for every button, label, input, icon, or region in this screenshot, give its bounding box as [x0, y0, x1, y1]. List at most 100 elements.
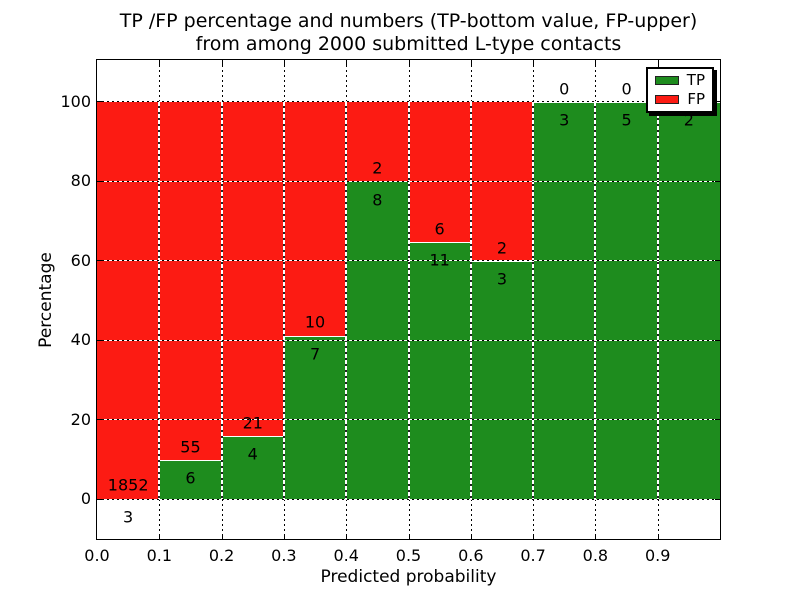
tp-count-label: 2 [683, 110, 694, 130]
x-tick-top [533, 60, 535, 65]
y-tick-label: 20 [70, 409, 91, 429]
grid-vline-top [408, 60, 410, 102]
x-tick-bottom [533, 534, 535, 539]
chart-title: TP /FP percentage and numbers (TP-bottom… [96, 10, 721, 56]
grid-vline-top [533, 60, 535, 102]
grid-vline-bottom [657, 499, 659, 539]
chart-title-line2: from among 2000 submitted L-type contact… [195, 33, 622, 55]
legend-swatch-tp-icon [655, 76, 679, 85]
fp-count-label: 0 [621, 79, 632, 99]
grid-vline-bottom [346, 499, 348, 539]
bar-fp-segment [159, 101, 222, 461]
grid-vline-bottom [408, 499, 410, 539]
tp-count-label: 3 [559, 110, 570, 130]
grid-hline [97, 260, 720, 262]
fp-count-label: 55 [180, 437, 201, 457]
y-tick-left [97, 180, 102, 182]
x-tick-top [221, 60, 223, 65]
y-tick-left [97, 498, 102, 500]
grid-vline-top [346, 60, 348, 102]
grid-vline-top [221, 60, 223, 102]
x-tick-top [470, 60, 472, 65]
bar-tp-segment [283, 335, 347, 500]
grid-hline [97, 101, 720, 103]
grid-vline-top [595, 60, 597, 102]
chart-title-line1: TP /FP percentage and numbers (TP-bottom… [119, 10, 698, 32]
y-tick-right [715, 419, 720, 421]
y-tick-right [715, 180, 720, 182]
x-tick-top [595, 60, 597, 65]
x-tick-bottom [408, 534, 410, 539]
x-tick-bottom [159, 534, 161, 539]
tp-count-label: 3 [123, 507, 134, 527]
x-tick-top [346, 60, 348, 65]
grid-vline-bottom [221, 499, 223, 539]
bar-fp-segment [408, 101, 471, 243]
bar-edge-vline [532, 101, 535, 500]
legend-item-tp: TP [655, 73, 705, 88]
bar-tp-segment [408, 242, 471, 500]
x-tick-label: 0.2 [208, 546, 235, 565]
y-tick-right [715, 260, 720, 262]
y-tick-label: 60 [70, 250, 91, 270]
tp-count-label: 3 [496, 269, 508, 289]
x-tick-top [159, 60, 161, 65]
bar-tp-segment [470, 260, 534, 500]
bar-edge-vline [345, 101, 348, 500]
grid-vline-bottom [595, 499, 597, 539]
y-tick-label: 80 [70, 171, 91, 191]
y-tick-left [97, 260, 102, 262]
grid-vline-bottom [159, 499, 161, 539]
fp-count-label: 21 [242, 413, 263, 433]
y-tick-label: 40 [70, 330, 91, 350]
grid-vline-bottom [283, 499, 285, 539]
bar-edge-vline [282, 101, 285, 500]
tp-count-label: 4 [247, 444, 258, 464]
tp-count-label: 8 [372, 190, 383, 210]
tp-count-label: 7 [309, 344, 321, 364]
bar-tp-segment [595, 101, 658, 500]
bar-tp-segment [657, 101, 720, 500]
bar-fp-segment [283, 101, 347, 336]
legend-label-fp: FP [687, 90, 705, 108]
bar-tp-segment [159, 460, 222, 500]
y-tick-label: 0 [80, 489, 91, 509]
x-tick-label: 0.8 [582, 546, 609, 565]
tp-count-label: 6 [185, 468, 196, 488]
bar-fp-segment [97, 101, 160, 499]
grid-vline-top [159, 60, 161, 102]
x-tick-top [283, 60, 285, 65]
grid-hline [97, 419, 720, 421]
legend-label-tp: TP [686, 71, 705, 89]
x-tick-label: 0.4 [333, 546, 359, 565]
y-tick-left [97, 419, 102, 421]
fp-count-label: 2 [496, 238, 508, 258]
grid-vline-top [470, 60, 472, 102]
tp-count-label: 5 [621, 110, 632, 130]
fp-count-label: 1852 [107, 475, 149, 495]
y-tick-right [715, 339, 720, 341]
x-tick-bottom [595, 534, 597, 539]
legend-swatch-fp-icon [655, 95, 680, 104]
bar-fp-segment [221, 101, 284, 436]
grid-vline-top [283, 60, 285, 102]
x-tick-label: 0.1 [146, 546, 173, 565]
y-tick-left [97, 101, 102, 103]
grid-vline-bottom [470, 499, 472, 539]
x-tick-bottom [346, 534, 348, 539]
x-tick-label: 0.0 [84, 546, 110, 565]
tp-count-label: 11 [429, 250, 450, 270]
fp-count-label: 0 [559, 79, 570, 99]
x-tick-label: 0.3 [271, 546, 297, 565]
y-tick-left [97, 339, 102, 341]
x-tick-top [657, 60, 659, 65]
x-tick-bottom [283, 534, 285, 539]
x-tick-top [408, 60, 410, 65]
legend-item-fp: FP [655, 92, 705, 107]
x-tick-bottom [657, 534, 659, 539]
bar-fp-segment [346, 101, 409, 182]
x-tick-label: 0.6 [458, 546, 484, 565]
bar-edge-vline [407, 101, 410, 500]
bar-edge-vline [594, 101, 597, 500]
